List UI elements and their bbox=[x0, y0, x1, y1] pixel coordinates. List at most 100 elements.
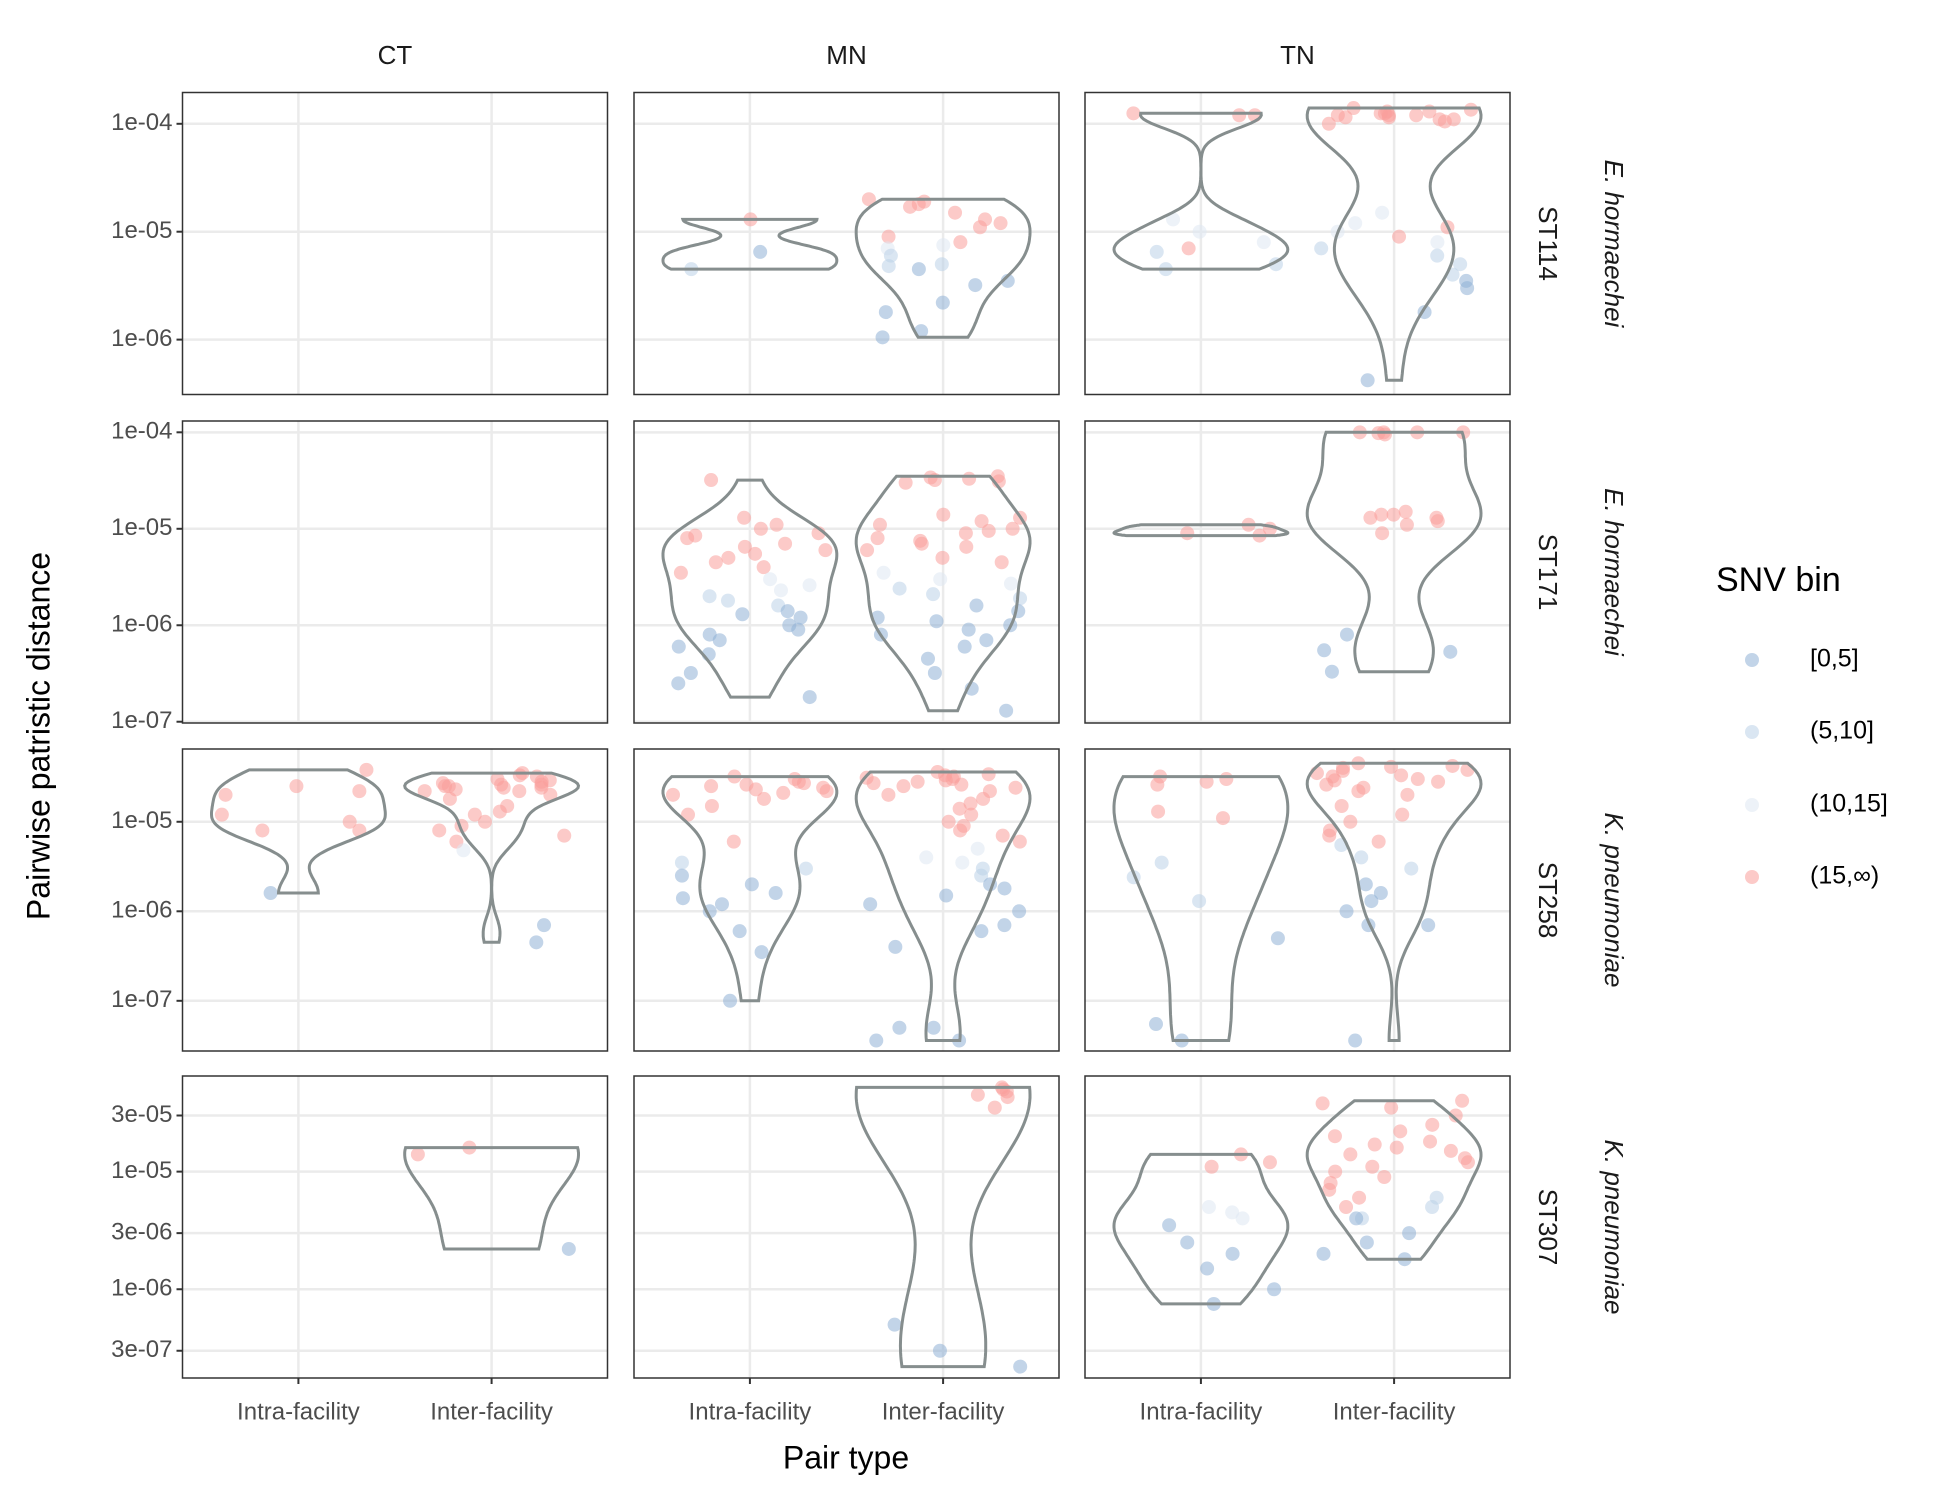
point bbox=[818, 543, 833, 558]
panel-background bbox=[1085, 749, 1510, 1051]
point bbox=[974, 514, 989, 529]
y-tick-label: 1e-04 bbox=[111, 418, 172, 445]
violin bbox=[403, 771, 581, 944]
point bbox=[1339, 627, 1354, 642]
point bbox=[911, 262, 926, 277]
point bbox=[1365, 1159, 1380, 1174]
point bbox=[1354, 850, 1369, 865]
point bbox=[477, 814, 492, 829]
violin bbox=[1305, 1099, 1483, 1261]
y-tick-label: 1e-04 bbox=[111, 109, 172, 136]
point bbox=[968, 278, 983, 293]
point bbox=[737, 539, 752, 554]
point bbox=[732, 924, 747, 939]
point bbox=[919, 850, 934, 865]
point bbox=[1425, 1200, 1440, 1215]
panel-background bbox=[634, 421, 1059, 723]
point bbox=[1343, 1147, 1358, 1162]
x-tick-label: Inter-facility bbox=[882, 1398, 1005, 1425]
point bbox=[1322, 828, 1337, 843]
x-tick-label: Inter-facility bbox=[1333, 1398, 1456, 1425]
point bbox=[763, 572, 778, 587]
point bbox=[872, 517, 887, 532]
point bbox=[1430, 235, 1445, 250]
point bbox=[671, 639, 686, 654]
point bbox=[1386, 507, 1401, 522]
point bbox=[1352, 1190, 1367, 1205]
point bbox=[674, 855, 689, 870]
point bbox=[981, 767, 996, 782]
point bbox=[704, 779, 719, 794]
point bbox=[861, 192, 876, 207]
point bbox=[955, 855, 970, 870]
point bbox=[866, 776, 881, 791]
x-tick-label: Intra-facility bbox=[237, 1398, 360, 1425]
point bbox=[938, 773, 953, 788]
point bbox=[1150, 777, 1165, 792]
point bbox=[1343, 814, 1358, 829]
y-tick-label: 3e-05 bbox=[111, 1101, 172, 1128]
point bbox=[712, 633, 727, 648]
point bbox=[927, 665, 942, 680]
point bbox=[1367, 1137, 1382, 1152]
point bbox=[1431, 774, 1446, 789]
point bbox=[492, 804, 507, 819]
row-label-st: ST258 bbox=[1533, 862, 1563, 939]
point bbox=[543, 787, 558, 802]
point bbox=[1149, 1017, 1164, 1032]
point bbox=[1398, 504, 1413, 519]
x-tick-label: Intra-facility bbox=[689, 1398, 812, 1425]
y-tick-label: 1e-06 bbox=[111, 325, 172, 352]
violin bbox=[1305, 761, 1483, 1042]
y-tick-label: 1e-05 bbox=[111, 217, 172, 244]
point bbox=[776, 785, 791, 800]
point bbox=[342, 814, 357, 829]
point bbox=[878, 305, 893, 320]
point bbox=[1432, 112, 1447, 127]
legend-key bbox=[1745, 798, 1759, 812]
point bbox=[869, 1033, 884, 1048]
point bbox=[1319, 777, 1334, 792]
point bbox=[933, 572, 948, 587]
point bbox=[1460, 281, 1475, 296]
point bbox=[1389, 1140, 1404, 1155]
point bbox=[1425, 1117, 1440, 1132]
point bbox=[537, 918, 552, 933]
point bbox=[1181, 241, 1196, 256]
point bbox=[442, 791, 457, 806]
point bbox=[359, 762, 374, 777]
point bbox=[993, 216, 1008, 231]
point bbox=[953, 235, 968, 250]
point bbox=[999, 703, 1014, 718]
point bbox=[1358, 877, 1373, 892]
violin bbox=[661, 775, 839, 1003]
point bbox=[1321, 116, 1336, 131]
point bbox=[702, 589, 717, 604]
y-tick-label: 3e-07 bbox=[111, 1336, 172, 1363]
point bbox=[796, 776, 811, 791]
point bbox=[957, 639, 972, 654]
y-tick-label: 1e-07 bbox=[111, 707, 172, 734]
point bbox=[926, 1020, 941, 1035]
point bbox=[1149, 244, 1164, 259]
panel-border bbox=[633, 1075, 1060, 1379]
point bbox=[1013, 591, 1028, 606]
point bbox=[962, 471, 977, 486]
point bbox=[410, 1147, 425, 1162]
point bbox=[289, 779, 304, 794]
point bbox=[753, 244, 768, 259]
point bbox=[892, 581, 907, 596]
point bbox=[935, 550, 950, 565]
panel-border bbox=[181, 91, 609, 396]
point bbox=[1267, 1282, 1282, 1297]
legend-key bbox=[1745, 653, 1759, 667]
point bbox=[1455, 1093, 1470, 1108]
point bbox=[1360, 373, 1375, 388]
point bbox=[674, 868, 689, 883]
violin bbox=[1112, 1152, 1290, 1306]
point bbox=[756, 560, 771, 575]
point bbox=[1375, 526, 1390, 541]
y-axis-title: Pairwise patristic distance bbox=[20, 552, 56, 920]
point bbox=[671, 676, 686, 691]
point bbox=[881, 229, 896, 244]
